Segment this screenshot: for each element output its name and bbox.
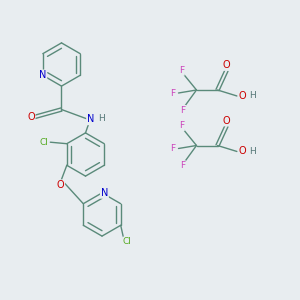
Text: H: H	[250, 92, 256, 100]
Text: F: F	[180, 106, 186, 115]
Text: F: F	[179, 66, 184, 75]
Text: N: N	[39, 70, 46, 80]
Text: F: F	[170, 144, 176, 153]
Text: O: O	[57, 180, 64, 190]
Text: O: O	[238, 146, 246, 157]
Text: O: O	[27, 112, 35, 122]
Text: H: H	[250, 147, 256, 156]
Text: N: N	[87, 114, 94, 124]
Text: F: F	[170, 88, 176, 98]
Text: F: F	[180, 161, 186, 170]
Text: H: H	[98, 114, 105, 123]
Text: O: O	[223, 116, 230, 126]
Text: N: N	[101, 188, 108, 198]
Text: O: O	[223, 60, 230, 70]
Text: Cl: Cl	[123, 237, 132, 246]
Text: O: O	[238, 91, 246, 101]
Text: F: F	[179, 122, 184, 130]
Text: Cl: Cl	[39, 138, 48, 147]
